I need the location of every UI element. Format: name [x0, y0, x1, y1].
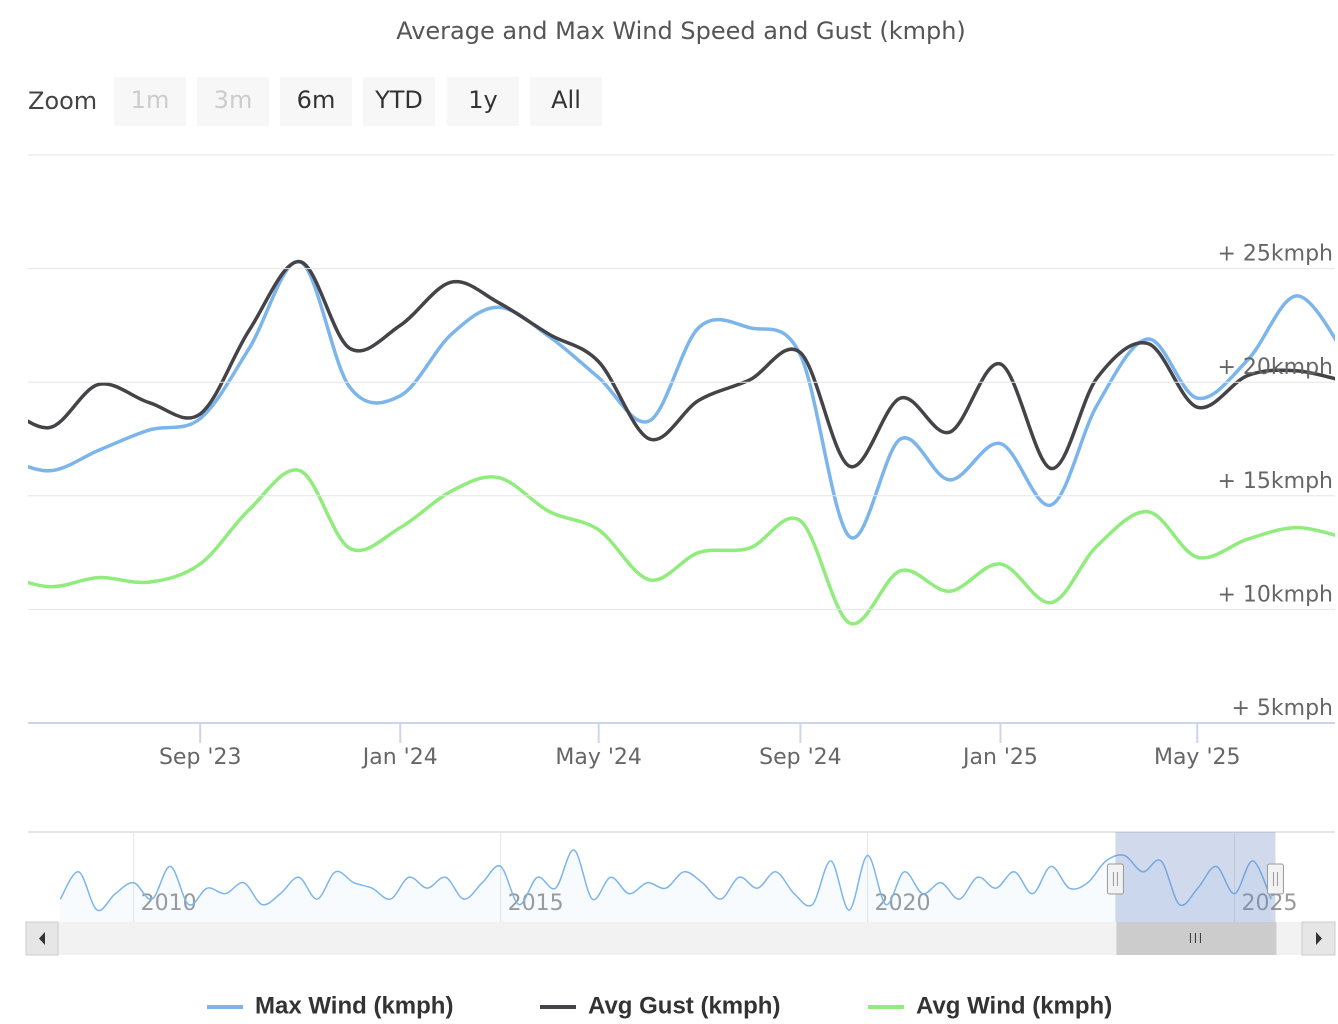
chart-title: Average and Max Wind Speed and Gust (kmp…	[396, 17, 966, 45]
scrollbar-thumb[interactable]	[1116, 922, 1277, 955]
navigator-tick-label: 2020	[875, 891, 931, 916]
plot-area	[28, 260, 1335, 626]
zoom-button-label[interactable]: YTD	[374, 86, 423, 114]
zoom-button[interactable]	[447, 77, 519, 126]
x-tick-label: Sep '23	[159, 745, 242, 770]
y-tick-label: + 10kmph	[1218, 582, 1334, 607]
y-tick-label: + 15kmph	[1218, 469, 1334, 494]
zoom-button[interactable]	[530, 77, 602, 126]
zoom-button	[197, 77, 269, 126]
zoom-button-label[interactable]: 6m	[297, 86, 336, 114]
series-line	[28, 260, 1335, 471]
x-tick-label: May '25	[1154, 745, 1241, 770]
arrow-right	[1316, 932, 1322, 945]
zoom-label: Zoom	[28, 87, 97, 115]
y-tick-label: + 20kmph	[1218, 355, 1334, 380]
legend-label[interactable]: Avg Wind (kmph)	[916, 992, 1112, 1019]
y-tick-label: + 5kmph	[1231, 696, 1333, 721]
arrow-left	[39, 932, 45, 945]
navigator-handle[interactable]	[1106, 863, 1124, 895]
zoom-button[interactable]	[363, 77, 435, 126]
x-tick-label: Jan '25	[961, 745, 1038, 770]
legend-label[interactable]: Avg Gust (kmph)	[588, 992, 780, 1019]
x-tick-label: Jan '24	[361, 745, 438, 770]
navigator-handle[interactable]	[1266, 863, 1284, 895]
y-tick-label: + 25kmph	[1218, 242, 1334, 267]
scrollbar-thumb-bar[interactable]	[1116, 922, 1277, 955]
series-line	[28, 260, 1335, 540]
zoom-button	[114, 77, 186, 126]
zoom-button-label[interactable]: All	[551, 86, 581, 114]
zoom-button-label: 1m	[131, 86, 170, 114]
x-tick-label: Sep '24	[759, 745, 842, 770]
zoom-button[interactable]	[280, 77, 352, 126]
navigator-line	[59, 849, 1272, 912]
x-tick-label: May '24	[555, 745, 642, 770]
zoom-button-label[interactable]: 1y	[468, 86, 497, 114]
navigator: 2010201520202025	[59, 832, 1297, 922]
series-line	[28, 468, 1335, 626]
navigator-area	[60, 849, 1272, 922]
legend-label[interactable]: Max Wind (kmph)	[255, 992, 453, 1019]
navigator-selection[interactable]	[1115, 832, 1276, 922]
zoom-button-label: 3m	[214, 86, 253, 114]
